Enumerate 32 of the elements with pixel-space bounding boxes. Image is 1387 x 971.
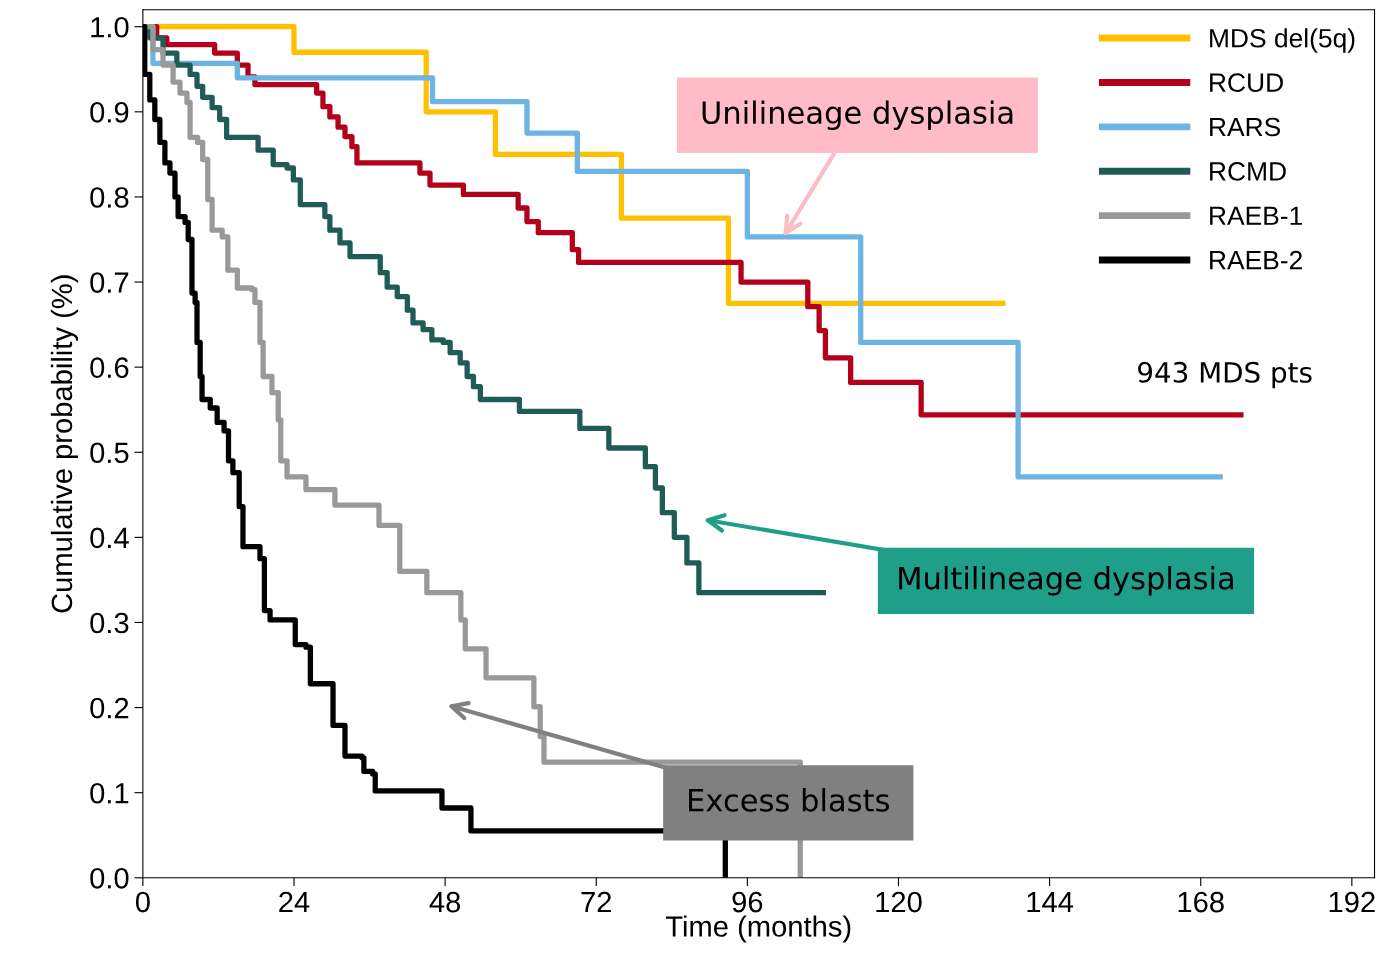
y-tick-label: 0.9 xyxy=(90,102,129,123)
y-tick-label: 0.0 xyxy=(90,867,129,889)
annotation: 943 MDS pts xyxy=(1138,361,1312,389)
annotation: Unilineage dysplasia xyxy=(702,100,1013,131)
x-tick-label: 120 xyxy=(876,891,922,913)
annotation: Multilineage dysplasia xyxy=(899,565,1233,596)
y-tick-label: 0.2 xyxy=(90,697,129,719)
x-tick-label: 144 xyxy=(1027,892,1074,913)
y-tick-label: 0.4 xyxy=(90,527,129,549)
x-tick-label: 24 xyxy=(279,891,310,913)
y-tick-label: 0.5 xyxy=(90,442,129,464)
y-tick-label: 0.6 xyxy=(90,357,129,379)
x-tick-label: 48 xyxy=(429,891,461,913)
legend-label: MDS del(5q) xyxy=(1210,28,1355,53)
x-axis-title: Time (months) xyxy=(665,915,851,943)
x-tick-label: 96 xyxy=(732,891,763,913)
legend-label: RAEB-2 xyxy=(1210,250,1302,270)
y-tick-label: 0.7 xyxy=(90,272,129,293)
legend-label: RCUD xyxy=(1210,73,1283,92)
x-tick-label: 168 xyxy=(1178,891,1224,913)
x-tick-label: 0 xyxy=(135,891,150,913)
annotation: Excess blasts xyxy=(689,788,890,812)
y-tick-label: 0.8 xyxy=(90,187,129,208)
y-tick-label: 0.3 xyxy=(90,612,129,634)
legend-label: RCMD xyxy=(1210,162,1286,181)
y-axis-title: Cumulative probability (%) xyxy=(50,275,79,613)
legend-label: RAEB-1 xyxy=(1210,206,1302,225)
x-tick-label: 72 xyxy=(581,891,611,913)
x-tick-label: 192 xyxy=(1329,891,1375,913)
y-tick-label: 0.1 xyxy=(90,782,129,804)
legend-label: RARS xyxy=(1210,117,1281,137)
y-tick-label: 1.0 xyxy=(91,16,129,38)
